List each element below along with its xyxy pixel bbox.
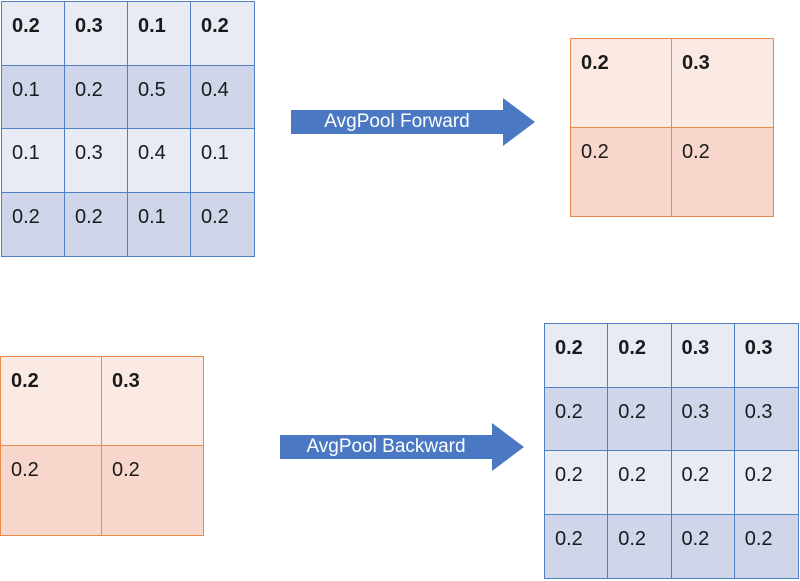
matrix-cell: 0.2 (191, 2, 254, 66)
matrix-cell: 0.1 (191, 129, 254, 193)
matrix-cell: 0.2 (65, 192, 128, 256)
arrow-right-icon (291, 98, 535, 146)
matrix-cell: 0.2 (545, 387, 609, 451)
matrix-cell: 0.3 (65, 129, 128, 193)
matrix-cell: 0.2 (671, 451, 735, 515)
matrix-cell: 0.2 (608, 387, 672, 451)
matrix-cell: 0.2 (671, 514, 735, 578)
matrix-cell: 0.3 (671, 324, 735, 388)
backward-arrow: AvgPool Backward (280, 423, 524, 471)
matrix-cell: 0.2 (1, 446, 102, 535)
matrix-cell: 0.2 (571, 127, 672, 216)
matrix-cell: 0.2 (65, 65, 128, 129)
forward-arrow: AvgPool Forward (291, 98, 535, 146)
matrix-cell: 0.2 (545, 451, 609, 515)
backward-output-matrix: 0.2 0.2 0.3 0.3 0.2 0.2 0.3 0.3 0.2 0.2 0.2 0.2 0.2 0… (544, 323, 799, 579)
matrix-cell: 0.3 (65, 2, 128, 66)
matrix-cell: 0.3 (734, 387, 798, 451)
forward-input-matrix: 0.2 0.3 0.1 0.2 0.1 0.2 0.5 0.4 0.1 0.3 0.4 0.1 0.2 0… (1, 1, 255, 257)
matrix-cell: 0.3 (734, 324, 798, 388)
matrix-cell: 0.1 (2, 65, 65, 129)
matrix-cell: 0.2 (1, 357, 102, 446)
matrix-cell: 0.2 (545, 324, 609, 388)
matrix-cell: 0.2 (608, 324, 672, 388)
matrix-cell: 0.4 (128, 129, 191, 193)
matrix-cell: 0.1 (128, 2, 191, 66)
matrix-cell: 0.2 (734, 451, 798, 515)
matrix-cell: 0.2 (734, 514, 798, 578)
matrix-cell: 0.4 (191, 65, 254, 129)
matrix-cell: 0.3 (671, 387, 735, 451)
backward-input-matrix: 0.2 0.3 0.2 0.2 (0, 356, 204, 536)
matrix-cell: 0.2 (672, 127, 773, 216)
matrix-cell: 0.2 (2, 2, 65, 66)
matrix-cell: 0.5 (128, 65, 191, 129)
arrow-right-icon (280, 423, 524, 471)
matrix-cell: 0.2 (545, 514, 609, 578)
matrix-cell: 0.2 (571, 39, 672, 128)
matrix-cell: 0.3 (102, 357, 203, 446)
matrix-cell: 0.1 (2, 129, 65, 193)
matrix-cell: 0.3 (672, 39, 773, 128)
matrix-cell: 0.2 (191, 192, 254, 256)
backward-arrow-label: AvgPool Backward (306, 436, 466, 457)
forward-output-matrix: 0.2 0.3 0.2 0.2 (570, 38, 774, 217)
matrix-cell: 0.2 (2, 192, 65, 256)
forward-arrow-label: AvgPool Forward (324, 111, 470, 132)
matrix-cell: 0.1 (128, 192, 191, 256)
matrix-cell: 0.2 (102, 446, 203, 535)
matrix-cell: 0.2 (608, 451, 672, 515)
matrix-cell: 0.2 (608, 514, 672, 578)
